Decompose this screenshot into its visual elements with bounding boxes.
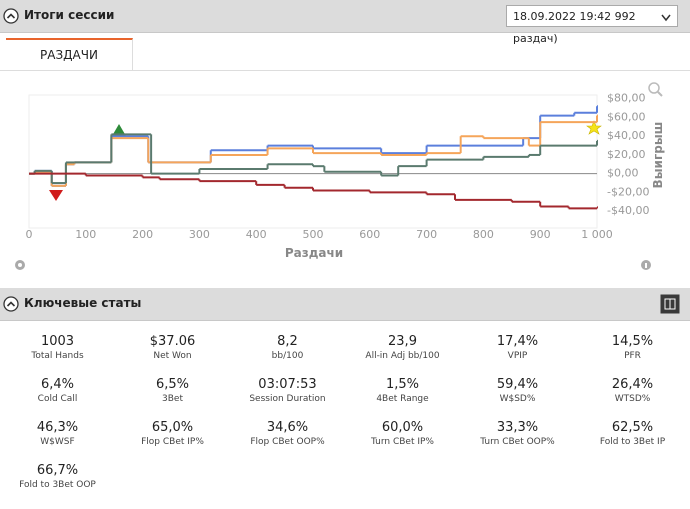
- stat-value: 1003: [40, 334, 75, 349]
- stat-label: Turn CBet IP%: [371, 437, 434, 447]
- stat-value: $37.06: [149, 334, 196, 349]
- session-label: 18.09.2022 19:42 992 раздач): [513, 10, 636, 45]
- y-tick-label: $60,00: [607, 110, 646, 123]
- tab-divider: [0, 70, 690, 71]
- stat-label: Flop CBet IP%: [141, 437, 204, 447]
- x-axis-label: Раздачи: [285, 246, 343, 260]
- x-tick-label: 800: [473, 228, 494, 241]
- stat-label: All-in Adj bb/100: [365, 351, 440, 361]
- stat: 46,3% W$WSF: [0, 420, 115, 447]
- x-tick-label: 200: [132, 228, 153, 241]
- info-icon[interactable]: [641, 260, 651, 270]
- stat-value: 6,4%: [40, 377, 75, 392]
- stat-label: Flop CBet OOP%: [250, 437, 325, 447]
- settings-icon[interactable]: [15, 260, 25, 270]
- stat-value: 14,5%: [611, 334, 654, 349]
- stat: 1003 Total Hands: [0, 334, 115, 361]
- session-select[interactable]: 18.09.2022 19:42 992 раздач): [506, 5, 678, 45]
- collapse-icon[interactable]: [3, 296, 19, 312]
- collapse-icon[interactable]: [3, 8, 19, 24]
- min-marker: [49, 190, 63, 201]
- stat-label: bb/100: [271, 351, 304, 361]
- x-tick-label: 500: [303, 228, 324, 241]
- stat: 65,0% Flop CBet IP%: [115, 420, 230, 447]
- y-tick-label: -$20,00: [607, 185, 649, 198]
- stat-value: 6,5%: [155, 377, 190, 392]
- stat: 6,5% 3Bet: [115, 377, 230, 404]
- end-marker: [586, 120, 602, 135]
- stat-label: Fold to 3Bet IP: [599, 437, 666, 447]
- stat-value: 59,4%: [496, 377, 539, 392]
- x-tick-label: 400: [246, 228, 267, 241]
- stat: 1,5% 4Bet Range: [345, 377, 460, 404]
- max-marker: [112, 124, 126, 136]
- stat-label: Net Won: [153, 351, 192, 361]
- y-tick-label: $80,00: [607, 92, 646, 105]
- x-tick-label: 900: [530, 228, 551, 241]
- stat: 23,9 All-in Adj bb/100: [345, 334, 460, 361]
- stat-label: Total Hands: [31, 351, 84, 361]
- tab[interactable]: РАЗДАЧИ: [6, 38, 133, 70]
- stat: $37.06 Net Won: [115, 334, 230, 361]
- stat: 59,4% W$SD%: [460, 377, 575, 404]
- x-tick-label: 600: [359, 228, 380, 241]
- layout-toggle[interactable]: [660, 294, 680, 314]
- x-tick-label: 100: [75, 228, 96, 241]
- y-tick-label: $0,00: [607, 167, 639, 180]
- stat: 34,6% Flop CBet OOP%: [230, 420, 345, 447]
- stat-label: WTSD%: [614, 394, 651, 404]
- stat-value: 17,4%: [496, 334, 539, 349]
- chart: Раздачи Выигрыш 0 100 200 300 400 500 600 700 80…: [15, 82, 665, 270]
- y-tick-label: $40,00: [607, 129, 646, 142]
- x-tick-label: 700: [416, 228, 437, 241]
- stat-label: 4Bet Range: [376, 394, 429, 404]
- stat-label: 3Bet: [162, 394, 183, 404]
- stat-value: 8,2: [277, 334, 298, 349]
- y-tick-label: -$40,00: [607, 204, 649, 217]
- stat-label: Turn CBet OOP%: [480, 437, 555, 447]
- stat-value: 33,3%: [496, 420, 539, 435]
- plot-frame: [28, 94, 598, 229]
- stat-label: VPIP: [507, 351, 528, 361]
- dropdown-arrow: [661, 14, 671, 22]
- stat-value: 60,0%: [381, 420, 424, 435]
- stat-label: Fold to 3Bet OOP: [19, 480, 96, 490]
- y-tick-label: $20,00: [607, 148, 646, 161]
- session-header: Итоги сессии 18.09.2022 19:42 992 раздач…: [0, 0, 690, 45]
- y-axis-label: Выигрыш: [651, 122, 665, 189]
- stat-value: 23,9: [388, 334, 417, 349]
- stat: 60,0% Turn CBet IP%: [345, 420, 460, 447]
- stat-label: Cold Call: [37, 394, 78, 404]
- stat: 17,4% VPIP: [460, 334, 575, 361]
- stat: 66,7% Fold to 3Bet OOP: [0, 463, 115, 490]
- stat-value: 66,7%: [36, 463, 79, 478]
- stat: 03:07:53 Session Duration: [230, 377, 345, 404]
- stat-value: 26,4%: [611, 377, 654, 392]
- zoom-icon[interactable]: [648, 82, 663, 97]
- stat: 33,3% Turn CBet OOP%: [460, 420, 575, 447]
- stats-title: Ключевые статы: [24, 296, 142, 310]
- x-tick-label: 0: [26, 228, 33, 241]
- stats-header: Ключевые статы: [0, 288, 690, 321]
- stat: 14,5% PFR: [575, 334, 690, 361]
- header-title: Итоги сессии: [24, 8, 115, 22]
- stat-value: 46,3%: [36, 420, 79, 435]
- stat-value: 34,6%: [266, 420, 309, 435]
- stat-label: Session Duration: [249, 394, 326, 404]
- stat-label: PFR: [624, 351, 641, 361]
- stat: 62,5% Fold to 3Bet IP: [575, 420, 690, 447]
- stat-label: W$SD%: [499, 394, 536, 404]
- stat-value: 62,5%: [611, 420, 654, 435]
- stat-value: 65,0%: [151, 420, 194, 435]
- x-tick-label: 300: [189, 228, 210, 241]
- stat: 8,2 bb/100: [230, 334, 345, 361]
- stat-value: 03:07:53: [258, 377, 317, 392]
- stat: 6,4% Cold Call: [0, 377, 115, 404]
- stat-value: 1,5%: [385, 377, 420, 392]
- x-tick-label: 1 000: [581, 228, 613, 241]
- stat: 26,4% WTSD%: [575, 377, 690, 404]
- stat-label: W$WSF: [40, 437, 75, 447]
- stats-grid: 1003 Total Hands $37.06 Net Won 8,2 bb/100 23,…: [0, 334, 690, 490]
